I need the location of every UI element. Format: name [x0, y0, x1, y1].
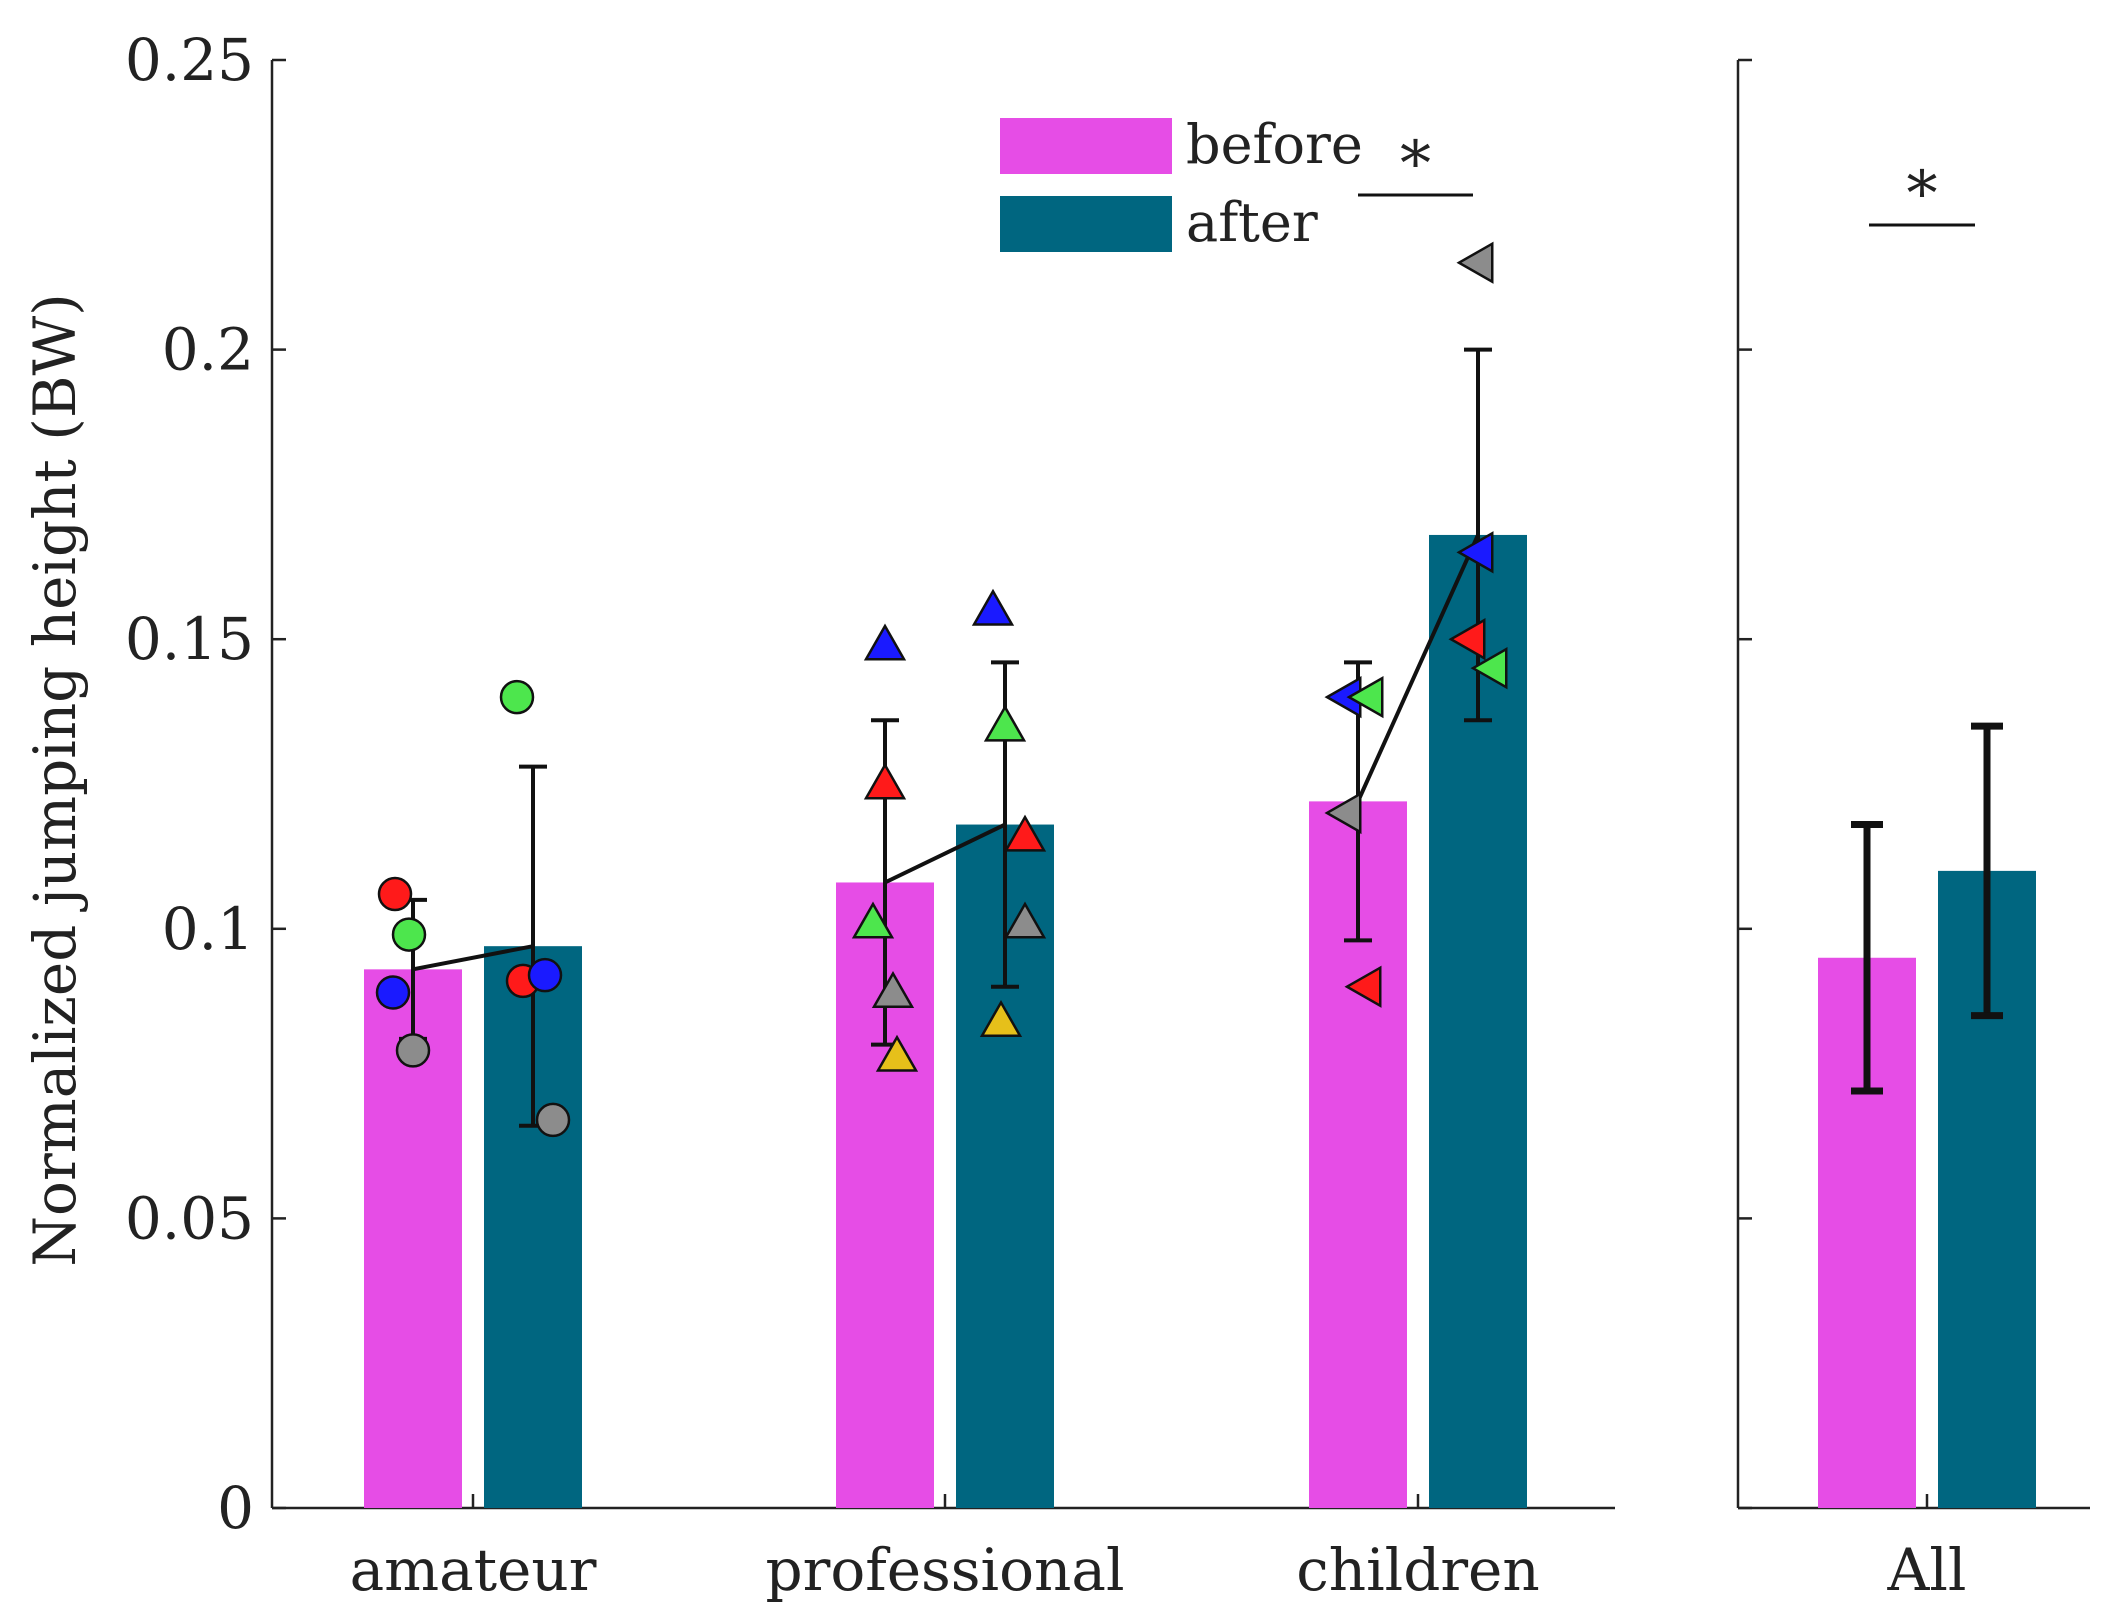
point-after-professional — [971, 588, 1015, 626]
x-tick-label: All — [1887, 1536, 1967, 1604]
point-after-children — [1456, 241, 1494, 284]
point-before-children — [1324, 791, 1362, 835]
legend-swatch-before — [1000, 118, 1172, 174]
point-before-children — [1346, 675, 1384, 719]
significance-children-label: * — [1400, 127, 1431, 200]
y-tick-label: 0.2 — [162, 316, 254, 384]
point-before-amateur — [395, 1033, 431, 1068]
point-before-professional — [875, 1034, 919, 1072]
point-before-amateur — [377, 876, 413, 912]
point-before-professional — [871, 970, 915, 1009]
point-after-amateur — [499, 679, 535, 715]
point-before-professional — [863, 762, 907, 800]
point-before-amateur — [375, 975, 411, 1010]
legend-swatch-after — [1000, 196, 1172, 252]
point-after-professional — [979, 999, 1023, 1037]
y-tick-label: 0.05 — [125, 1184, 254, 1252]
y-axis-title: Normalized jumping height (BW) — [21, 293, 89, 1266]
point-before-children — [1344, 965, 1382, 1008]
point-after-professional — [983, 704, 1027, 742]
errorbars-layer — [399, 347, 2003, 1128]
mean-connector-children — [1356, 534, 1480, 803]
legend-label-after: after — [1186, 191, 1318, 254]
y-tick-label: 0.15 — [125, 605, 254, 673]
point-after-children — [1448, 618, 1486, 661]
significance-all-label: * — [1907, 157, 1938, 230]
legend-label-before: before — [1186, 113, 1363, 176]
point-after-professional — [1003, 901, 1047, 939]
point-before-amateur — [391, 917, 427, 952]
point-after-professional — [1003, 814, 1047, 852]
connector-layer — [412, 534, 1480, 972]
text-layer: 0 0.05 0.1 0.15 0.2 0.25 amateur professional ch… — [125, 26, 1975, 1604]
points-layer — [375, 241, 1508, 1138]
y-tick-label: 0.1 — [162, 895, 254, 963]
point-after-children — [1470, 647, 1508, 690]
point-after-amateur — [535, 1102, 571, 1138]
x-tick-label: amateur — [350, 1536, 597, 1604]
point-before-professional — [851, 901, 895, 939]
point-before-professional — [863, 623, 907, 661]
bars-layer — [364, 534, 2036, 1508]
y-tick-label: 0 — [217, 1474, 254, 1542]
mean-connector-professional — [884, 822, 1006, 885]
y-tick-label: 0.25 — [125, 26, 254, 94]
x-tick-label: children — [1296, 1536, 1539, 1604]
point-after-children — [1456, 531, 1494, 574]
point-after-amateur — [527, 957, 563, 993]
x-tick-label: professional — [765, 1536, 1124, 1604]
mean-connector-amateur — [412, 944, 534, 972]
